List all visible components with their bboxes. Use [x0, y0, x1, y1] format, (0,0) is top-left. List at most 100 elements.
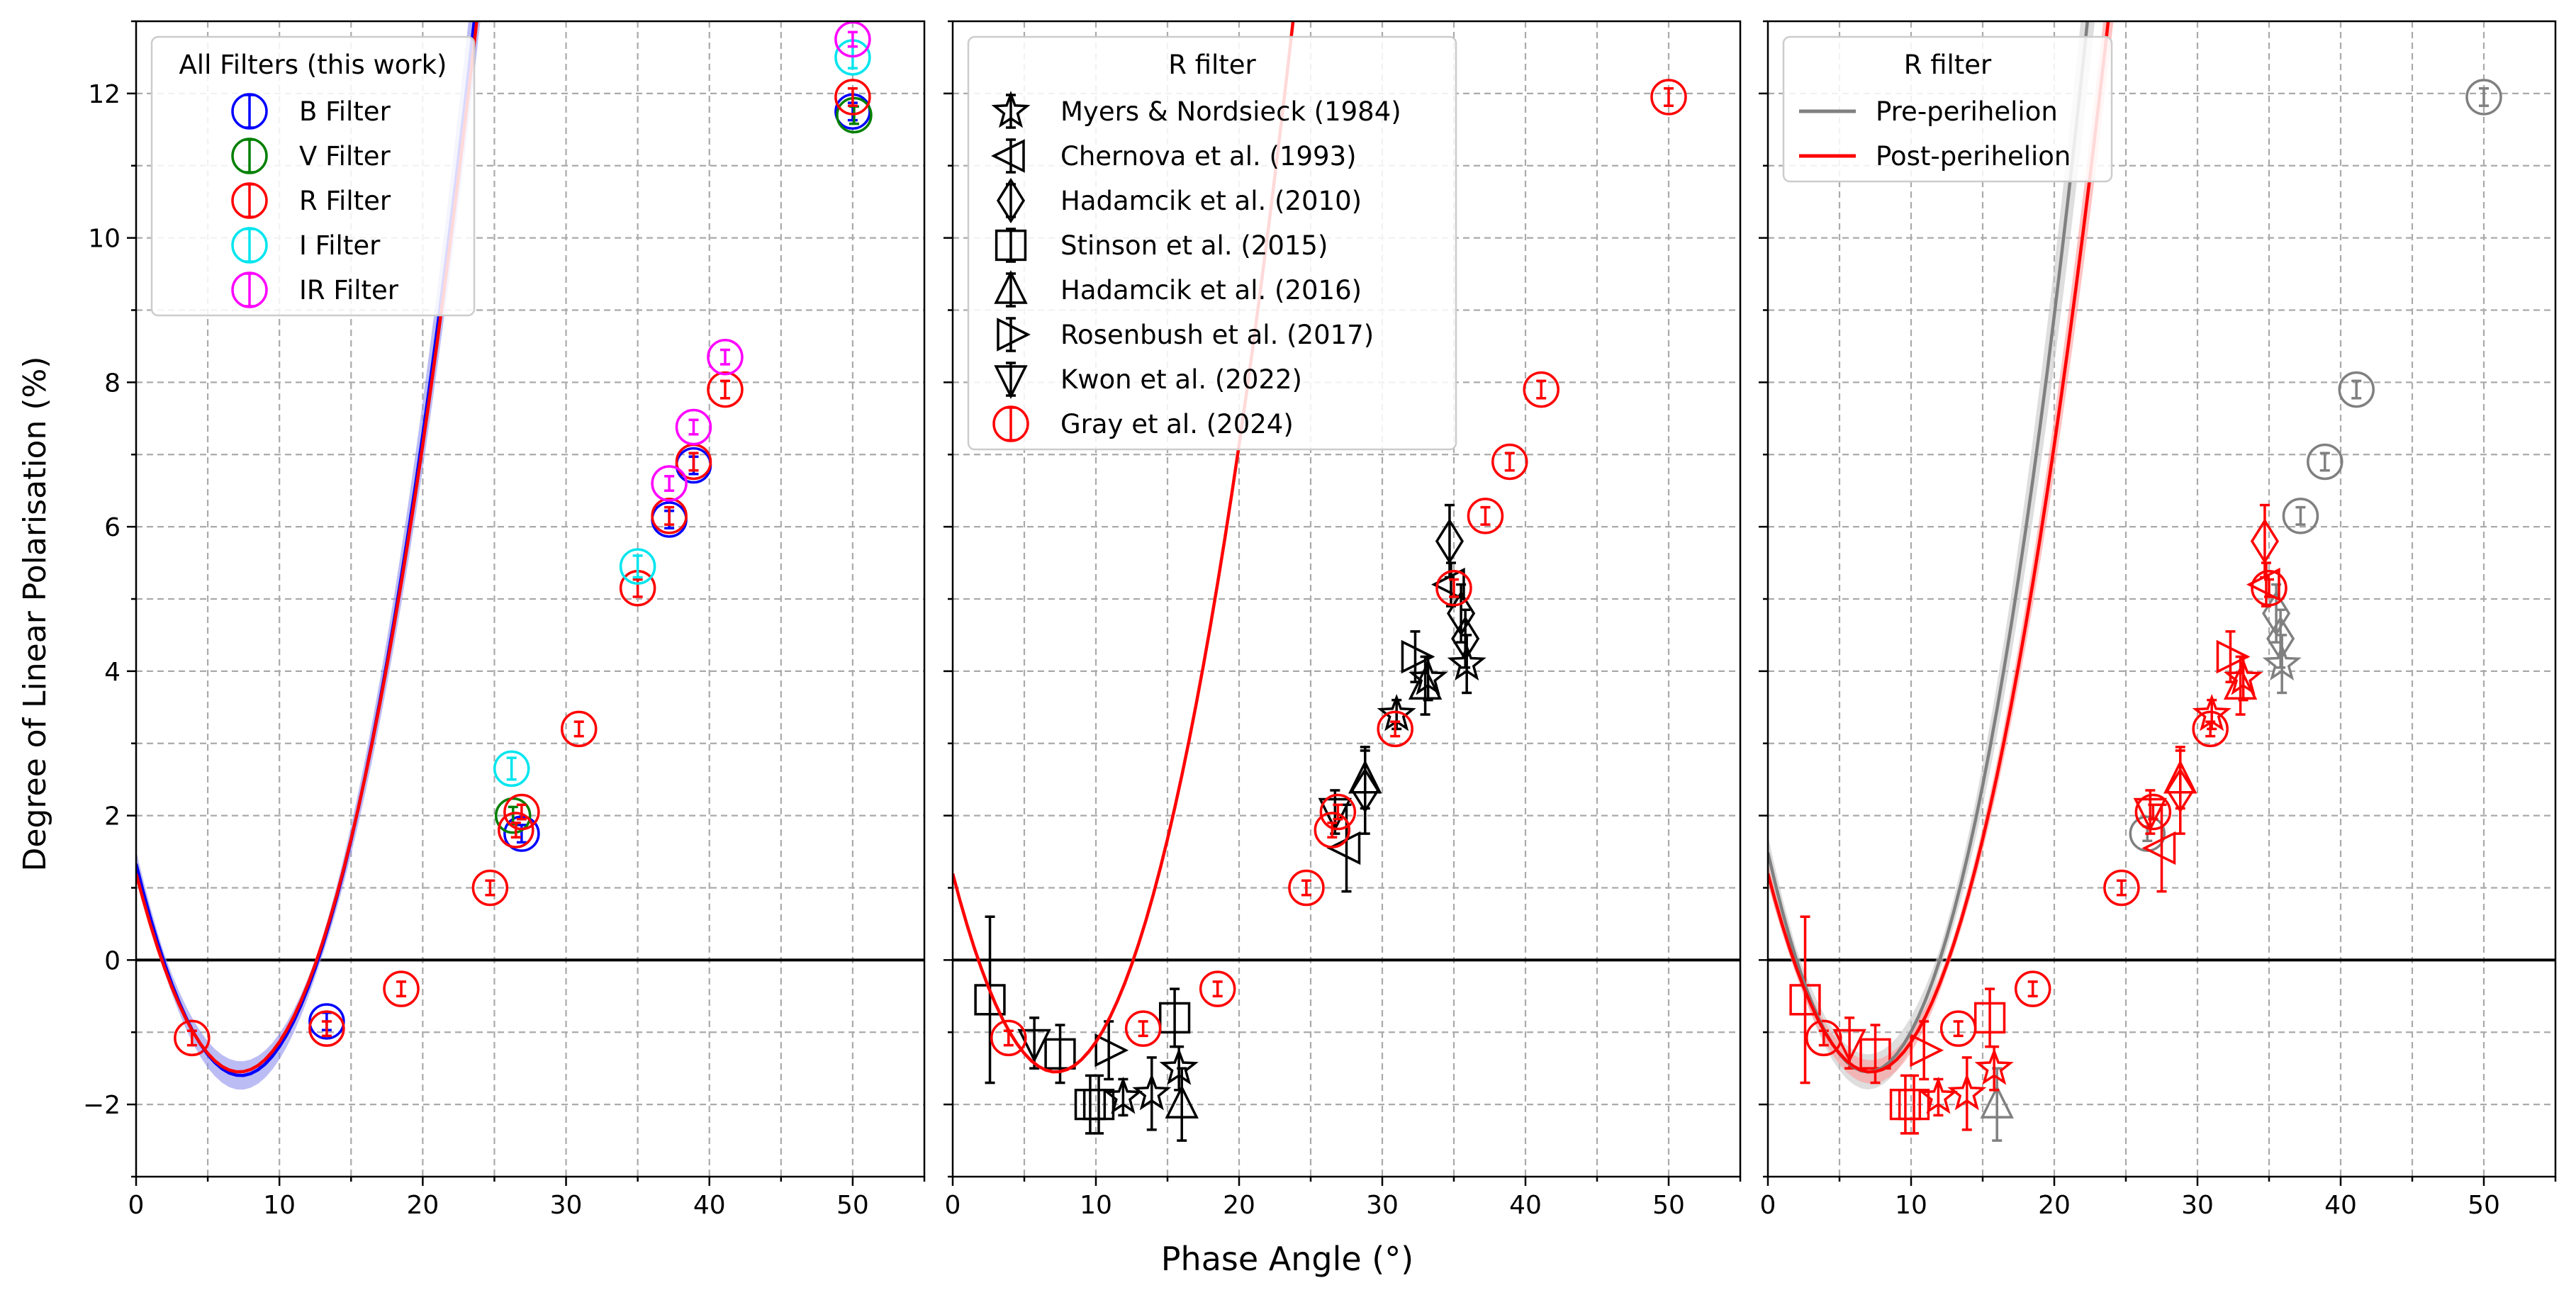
data-point	[1124, 1010, 1162, 1047]
error-bar	[2175, 749, 2185, 810]
legend-errorbar	[1006, 228, 1016, 263]
data-point	[498, 812, 534, 848]
data-point	[1447, 643, 1486, 681]
data-point	[2134, 793, 2172, 831]
axes-frame	[1766, 20, 2557, 1178]
y-tick-label: 6	[104, 513, 121, 542]
data-point	[560, 710, 598, 748]
x-tick-label: 30	[1366, 1191, 1399, 1220]
legend: All Filters (this work) B Filter V Filter R…	[150, 35, 476, 317]
data-point	[1408, 666, 1443, 700]
data-point	[1401, 639, 1435, 674]
data-point	[974, 984, 1006, 1016]
legend-label: Kwon et al. (2022)	[1060, 364, 1302, 395]
panel-right: 0 10 20 30 40 50 R filter Pre-perihelion Post-pe…	[1759, 20, 2557, 1220]
fit-curve	[136, 21, 478, 1074]
legend-item: R Filter	[231, 182, 391, 219]
error-bar	[510, 822, 521, 839]
data-point	[1859, 1038, 1891, 1070]
data-point	[1314, 812, 1351, 848]
legend-label: Hadamcik et al. (2010)	[1060, 186, 1362, 216]
data-point	[2251, 569, 2287, 607]
legend-item: Gray et al. (2024)	[992, 405, 1294, 442]
data-point	[503, 793, 540, 831]
error-bar	[1138, 1020, 1148, 1038]
x-tick-label: 10	[263, 1191, 296, 1220]
data-point	[2465, 79, 2502, 116]
y-tick-label: 12	[88, 80, 121, 109]
data-point	[1377, 710, 1413, 748]
y-axis-label: Degree of Linear Polarisation (%)	[17, 357, 53, 872]
error-bar	[1094, 1074, 1104, 1135]
error-bar	[1985, 987, 1995, 1048]
error-bar	[506, 756, 517, 781]
data-point	[1350, 767, 1379, 814]
axis-ticks	[127, 20, 926, 1186]
error-bar	[1055, 1024, 1065, 1085]
error-bar	[1170, 987, 1180, 1048]
x-tick-label: 40	[693, 1191, 726, 1220]
data-point	[990, 1019, 1027, 1057]
x-tick-label: 0	[1760, 1191, 1776, 1220]
y-tick-label: 10	[88, 225, 121, 254]
y-tick-label: 4	[104, 658, 121, 687]
legend-label: Hadamcik et al. (2016)	[1060, 275, 1362, 306]
error-bar	[1961, 1056, 1972, 1131]
error-bar	[1900, 1074, 1910, 1135]
error-bar	[2264, 578, 2274, 598]
panels-group: 0 10 20 30 40 50 −2 0 2 4 6 8 10 12 All Filters (this …	[83, 20, 2557, 1220]
data-point	[707, 371, 744, 408]
legend-label: Stinson et al. (2015)	[1060, 230, 1328, 261]
error-bar	[2351, 379, 2362, 400]
legend-box	[1782, 35, 2113, 183]
axes-frame	[951, 20, 1742, 1178]
data-point	[707, 338, 744, 376]
y-tick-label: 8	[104, 369, 121, 398]
data-point	[1898, 1088, 1930, 1121]
legend-item: Hadamcik et al. (2016)	[994, 270, 1362, 308]
data-point	[1044, 1038, 1076, 1070]
series-stinson-et-al-2015-	[974, 915, 1191, 1135]
x-tick-label: 40	[2324, 1191, 2357, 1220]
data-point	[2307, 443, 2343, 481]
x-tick-label: 50	[2468, 1191, 2500, 1220]
x-tick-label: 0	[945, 1191, 961, 1220]
data-point	[2163, 759, 2197, 794]
legend-item: Chernova et al. (1993)	[991, 138, 1357, 174]
data-point	[1435, 569, 1472, 607]
legend-marker	[997, 318, 1031, 352]
error-bar	[1333, 803, 1343, 821]
data-point	[308, 1010, 345, 1047]
error-bar	[2259, 503, 2270, 579]
series-myers-nordsieck-1984-	[1103, 634, 1486, 1131]
legend-box	[967, 35, 1457, 451]
legend-item: I Filter	[231, 227, 381, 264]
legend: R filter Pre-perihelion Post-perihelion	[1782, 35, 2113, 183]
legend-marker	[231, 93, 268, 130]
legend-marker	[994, 365, 1028, 399]
data-point	[2216, 639, 2251, 674]
data-point	[1094, 1033, 1129, 1068]
error-bar	[1449, 578, 1459, 598]
error-bar	[1212, 980, 1223, 998]
legend-item: Hadamcik et al. (2010)	[996, 177, 1362, 224]
series-rosenbush-et-al-2017-	[1094, 630, 1435, 1081]
error-bar	[632, 554, 643, 579]
data-point	[1017, 1029, 1051, 1063]
legend-marker	[231, 227, 268, 264]
error-bar	[2479, 86, 2489, 107]
error-bar	[688, 452, 699, 472]
legend-label: Gray et al. (2024)	[1060, 409, 1294, 439]
error-bar	[985, 915, 995, 1085]
error-bar	[396, 980, 407, 998]
error-bar	[1664, 86, 1674, 107]
axis-ticks	[1759, 20, 2557, 1186]
series-post-perihelion-points	[1789, 503, 2287, 1135]
legend-item: Rosenbush et al. (2017)	[997, 317, 1374, 352]
error-bar	[573, 720, 584, 738]
legend-label: I Filter	[299, 230, 381, 261]
legend-item: Myers & Nordsieck (1984)	[991, 90, 1401, 129]
error-bar	[1909, 1074, 1920, 1135]
legend-label: Post-perihelion	[1876, 141, 2071, 172]
y-tick-label: 0	[104, 946, 121, 975]
